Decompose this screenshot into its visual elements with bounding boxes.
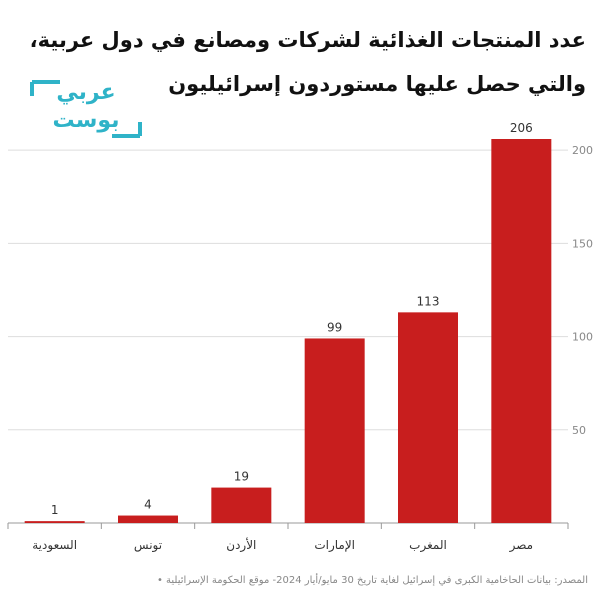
- bar: [118, 515, 178, 523]
- data-label: 99: [327, 320, 342, 334]
- bar: [398, 312, 458, 523]
- x-tick-label: السعودية: [32, 538, 77, 553]
- x-tick-label: تونس: [134, 538, 162, 553]
- bar: [491, 139, 552, 523]
- logo: عربي بوست: [30, 80, 142, 138]
- x-tick-label: مصر: [509, 538, 533, 553]
- x-tick-label: الأردن: [226, 537, 256, 553]
- logo-line-1: عربي: [56, 80, 116, 105]
- y-tick-label: 50: [572, 424, 586, 437]
- data-label: 4: [144, 498, 152, 512]
- bar: [304, 338, 365, 523]
- data-label: 19: [234, 470, 249, 484]
- bar: [24, 521, 85, 523]
- chart-title: عدد المنتجات الغذائية لشركات ومصانع في د…: [29, 28, 586, 96]
- y-tick-label: 150: [572, 237, 593, 250]
- source-note: المصدر: بيانات الحاخامية الكبرى في إسرائ…: [156, 575, 588, 586]
- data-label: 113: [417, 294, 440, 308]
- data-label: 206: [510, 121, 533, 135]
- y-tick-label: 100: [572, 331, 593, 344]
- logo-frame-icon: [30, 80, 142, 138]
- data-label: 1: [51, 503, 59, 517]
- x-tick-label: المغرب: [409, 538, 447, 553]
- x-tick-label: الإمارات: [314, 538, 355, 553]
- logo-line-2: بوست: [52, 108, 120, 133]
- bar: [211, 487, 272, 523]
- bar-chart: 50 100 150 200 1 السعودية 4 تونس 19 الأردن 99 الإما…: [7, 121, 593, 553]
- y-tick-label: 200: [572, 144, 593, 157]
